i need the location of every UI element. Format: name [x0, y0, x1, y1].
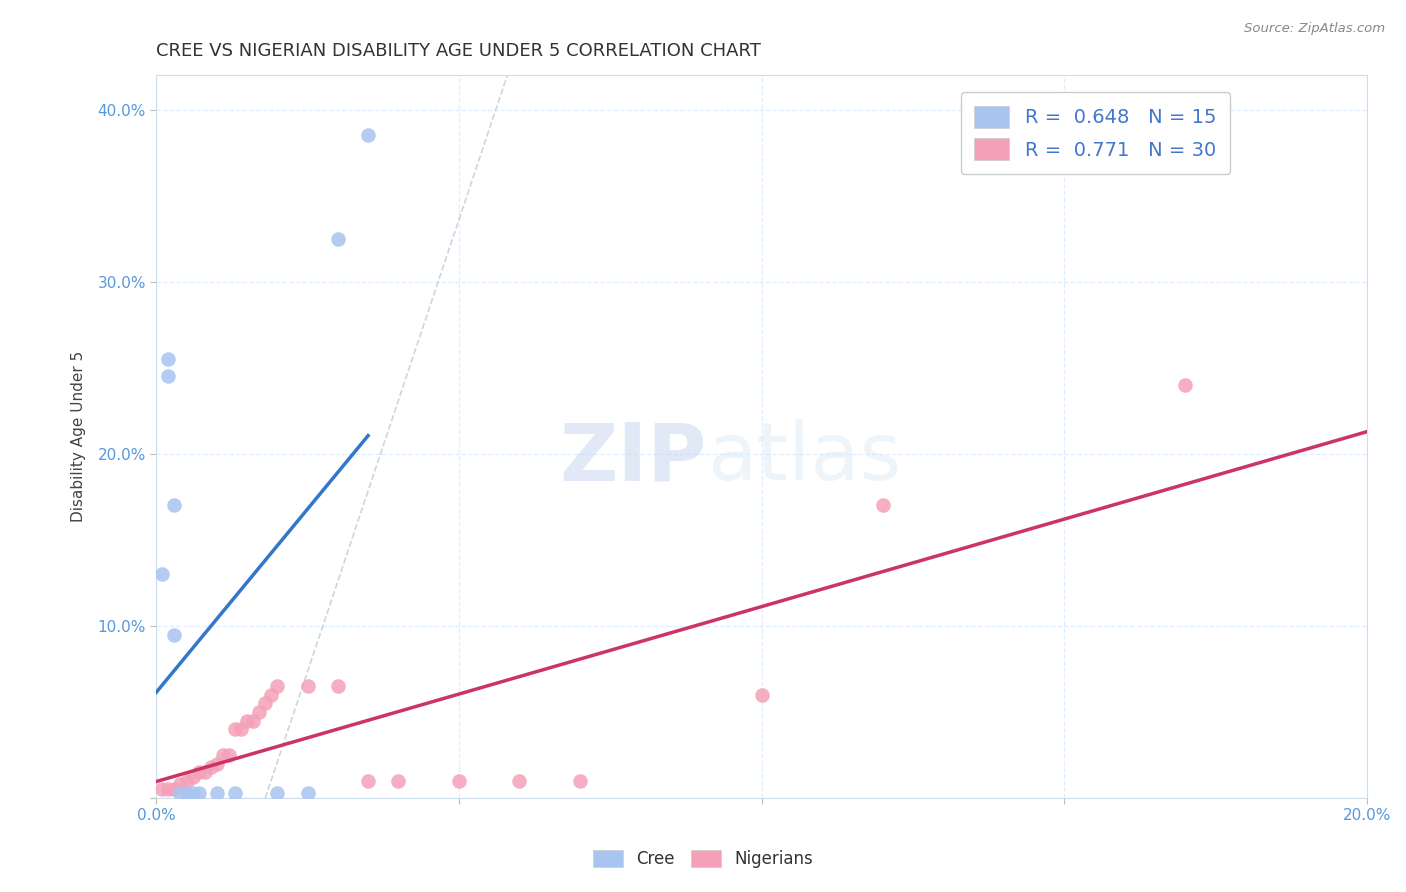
- Point: [187, 765, 209, 780]
- Legend: R =  0.648   N = 15, R =  0.771   N = 30: R = 0.648 N = 15, R = 0.771 N = 30: [960, 92, 1230, 174]
- Point: [150, 782, 173, 797]
- Point: [176, 773, 198, 788]
- Point: [242, 714, 264, 728]
- Text: atlas: atlas: [707, 419, 901, 498]
- Point: [357, 773, 380, 788]
- Point: [181, 786, 204, 800]
- Point: [200, 760, 222, 774]
- Point: [181, 771, 204, 785]
- Point: [211, 747, 233, 762]
- Point: [297, 679, 319, 693]
- Point: [260, 688, 283, 702]
- Point: [157, 782, 180, 797]
- Point: [169, 786, 191, 800]
- Y-axis label: Disability Age Under 5: Disability Age Under 5: [72, 351, 86, 522]
- Point: [266, 786, 288, 800]
- Point: [163, 499, 186, 513]
- Point: [205, 756, 228, 771]
- Point: [236, 714, 259, 728]
- Point: [176, 786, 198, 800]
- Point: [254, 697, 277, 711]
- Point: [194, 765, 217, 780]
- Point: [872, 499, 894, 513]
- Text: ZIP: ZIP: [560, 419, 707, 498]
- Point: [247, 705, 270, 719]
- Point: [326, 232, 349, 246]
- Point: [224, 786, 246, 800]
- Point: [751, 688, 773, 702]
- Point: [297, 786, 319, 800]
- Point: [229, 723, 252, 737]
- Point: [387, 773, 409, 788]
- Point: [357, 128, 380, 143]
- Point: [326, 679, 349, 693]
- Point: [205, 786, 228, 800]
- Point: [224, 723, 246, 737]
- Text: Source: ZipAtlas.com: Source: ZipAtlas.com: [1244, 22, 1385, 36]
- Point: [150, 567, 173, 582]
- Point: [169, 777, 191, 791]
- Point: [163, 782, 186, 797]
- Point: [568, 773, 591, 788]
- Legend: Cree, Nigerians: Cree, Nigerians: [586, 843, 820, 875]
- Point: [157, 352, 180, 367]
- Point: [187, 786, 209, 800]
- Text: CREE VS NIGERIAN DISABILITY AGE UNDER 5 CORRELATION CHART: CREE VS NIGERIAN DISABILITY AGE UNDER 5 …: [156, 42, 761, 60]
- Point: [163, 627, 186, 641]
- Point: [508, 773, 530, 788]
- Point: [157, 369, 180, 384]
- Point: [447, 773, 470, 788]
- Point: [1174, 378, 1197, 392]
- Point: [266, 679, 288, 693]
- Point: [218, 747, 240, 762]
